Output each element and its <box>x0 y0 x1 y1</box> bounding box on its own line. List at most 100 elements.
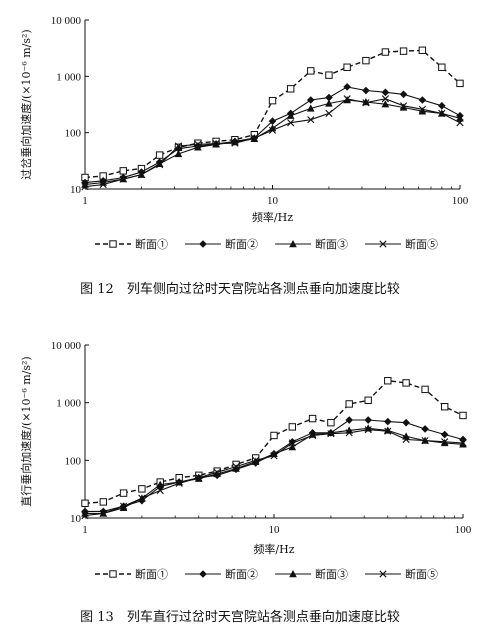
legend-item-1: 断面① <box>95 567 168 581</box>
data-point <box>213 468 221 476</box>
legend-item-4: 断面⑤ <box>365 567 438 581</box>
data-point <box>306 96 315 104</box>
data-point <box>438 109 446 117</box>
data-point <box>99 498 108 506</box>
data-point <box>345 400 353 408</box>
data-point <box>364 396 372 404</box>
data-point <box>138 485 146 493</box>
data-point <box>288 437 297 446</box>
data-point <box>438 101 446 110</box>
data-point <box>307 67 315 75</box>
series-3 <box>81 96 464 188</box>
x-axis-label: 频率/Hz <box>253 542 294 556</box>
data-point <box>119 167 127 175</box>
legend-item-1: 断面① <box>95 237 168 251</box>
legend-marker <box>109 570 117 578</box>
y-tick-label: 1 000 <box>56 398 81 410</box>
legend-label: 断面① <box>135 237 168 251</box>
data-point <box>156 480 165 488</box>
legend-marker <box>289 240 297 248</box>
data-point <box>459 440 467 448</box>
series-line <box>84 379 464 504</box>
data-point <box>251 457 260 465</box>
y-axis-label: 过岔垂向加速度/(×10⁻⁶ m/s²) <box>19 29 33 179</box>
data-point <box>325 109 333 117</box>
data-point <box>345 426 354 434</box>
data-point <box>119 503 128 512</box>
data-point <box>421 425 429 433</box>
legend-label: 断面③ <box>315 567 348 581</box>
legend-item-3: 断面③ <box>275 567 348 581</box>
data-point <box>288 443 297 451</box>
data-point <box>155 151 164 159</box>
data-point <box>308 414 317 423</box>
data-point <box>456 119 464 127</box>
data-point <box>288 439 296 447</box>
data-point <box>327 430 335 438</box>
data-point <box>362 86 370 95</box>
data-point <box>399 102 408 110</box>
data-point <box>99 180 107 189</box>
series-1 <box>81 46 464 182</box>
data-point <box>343 83 351 91</box>
data-point <box>456 79 464 88</box>
data-point <box>232 464 240 472</box>
data-point <box>213 469 221 478</box>
data-point <box>174 149 183 158</box>
data-point <box>81 499 89 507</box>
data-point <box>384 427 392 435</box>
data-point <box>138 494 146 502</box>
data-point <box>362 98 370 106</box>
legend-label: 断面③ <box>315 237 348 251</box>
series-4 <box>81 95 464 191</box>
data-point <box>195 474 203 482</box>
x-tick-label: 1 <box>82 524 88 536</box>
legend-marker <box>199 570 207 578</box>
y-tick-label: 100 <box>65 455 82 467</box>
data-point <box>286 85 295 93</box>
y-tick-label: 1 000 <box>56 71 81 83</box>
data-point <box>402 435 410 444</box>
data-point <box>441 438 449 446</box>
legend-marker <box>199 240 207 248</box>
data-point <box>381 48 390 56</box>
x-axis-label: 频率/Hz <box>252 210 293 224</box>
data-point <box>381 95 389 103</box>
data-point <box>268 126 277 134</box>
data-point <box>459 411 467 420</box>
data-point <box>418 105 426 113</box>
data-point <box>421 385 429 394</box>
data-point <box>418 96 427 104</box>
data-point <box>418 46 427 54</box>
data-point <box>81 512 89 520</box>
figure-caption: 图 13 列车直行过岔时天宫院站各测点垂向加速度比较 <box>80 609 400 625</box>
data-point <box>456 114 464 122</box>
legend-label: 断面⑤ <box>405 237 438 251</box>
data-point <box>286 111 295 119</box>
y-tick-label: 10 000 <box>51 340 82 352</box>
y-tick-label: 10 <box>70 184 82 196</box>
x-tick-label: 10 <box>267 195 279 207</box>
data-point <box>194 140 202 148</box>
y-tick-label: 100 <box>65 128 82 140</box>
data-point <box>438 63 446 71</box>
x-tick-label: 1 <box>82 195 88 207</box>
figure-caption: 图 12 列车侧向过岔时天宫院站各测点垂向加速度比较 <box>80 281 400 297</box>
legend-label: 断面② <box>225 567 258 581</box>
data-point <box>268 117 277 125</box>
legend-marker <box>379 240 387 248</box>
data-point <box>270 452 278 460</box>
x-tick-label: 100 <box>452 195 469 207</box>
data-point <box>270 449 278 457</box>
data-point <box>364 416 372 424</box>
data-point <box>343 63 351 71</box>
data-point <box>270 431 278 440</box>
data-point <box>288 423 297 431</box>
legend-label: 断面⑤ <box>405 567 438 581</box>
data-point <box>212 139 220 148</box>
data-point <box>231 139 239 147</box>
data-point <box>325 93 333 102</box>
